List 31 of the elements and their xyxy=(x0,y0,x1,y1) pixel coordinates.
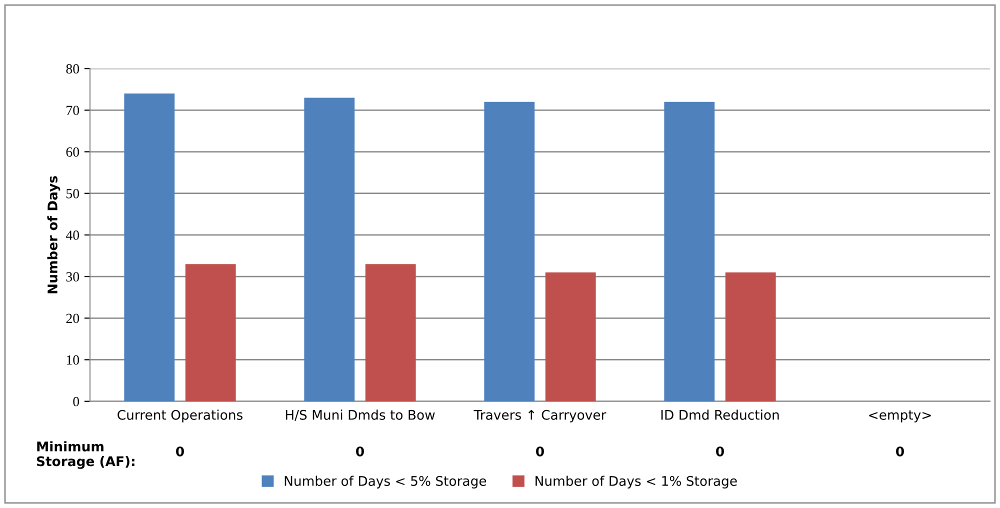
y-tick-label: 30 xyxy=(66,272,80,282)
legend-label: Number of Days < 1% Storage xyxy=(536,476,737,489)
y-tick-label: 0 xyxy=(73,396,80,406)
x-tick-label: H/S Muni Dmds to Bow xyxy=(286,410,435,421)
text: Minimum Storage (AF): xyxy=(36,441,134,469)
text: 0 xyxy=(716,446,724,456)
y-tick-label: 50 xyxy=(66,188,80,198)
bar xyxy=(304,98,355,402)
x-tick-label: Current Operations xyxy=(118,410,242,422)
bar xyxy=(484,102,535,402)
y-tick-label: 70 xyxy=(66,106,80,116)
bar xyxy=(185,264,236,402)
y-tick-label: 20 xyxy=(66,314,80,324)
text: 0 xyxy=(896,446,904,456)
bar xyxy=(545,272,596,402)
bar xyxy=(365,264,416,402)
y-tick-label: 40 xyxy=(66,230,80,240)
text: 0 xyxy=(536,446,544,456)
text: 0 xyxy=(356,446,364,456)
bar xyxy=(725,272,776,402)
y-tick-label: 60 xyxy=(66,147,80,157)
x-tick-label: <empty> xyxy=(869,410,931,422)
x-tick-label: Travers ↑ Carryover xyxy=(474,410,606,422)
y-tick-label: 10 xyxy=(66,355,80,365)
legend-label: Number of Days < 5% Storage xyxy=(284,476,486,489)
text: 0 xyxy=(176,446,184,456)
bar xyxy=(664,102,715,402)
y-tick-label: 80 xyxy=(66,64,80,74)
bar xyxy=(124,94,175,402)
x-tick-label: ID Dmd Reduction xyxy=(661,410,779,420)
y-axis-title: Number of Days xyxy=(47,176,60,294)
